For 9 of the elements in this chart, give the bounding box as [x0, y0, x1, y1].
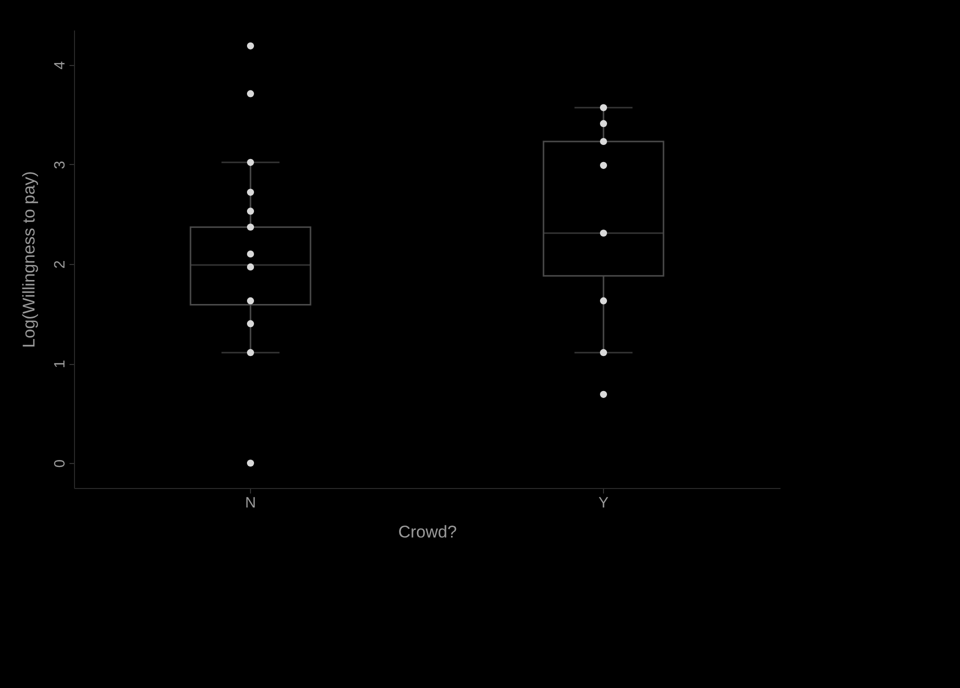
y-tick-label: 4 [52, 61, 68, 70]
y-tick-label: 1 [52, 360, 68, 368]
x-tick-label: Y [598, 494, 609, 512]
x-axis-title: Crowd? [398, 522, 457, 542]
y-tick-label: 3 [52, 160, 68, 170]
y-tick-label: 0 [52, 459, 68, 468]
y-tick-label: 2 [52, 260, 68, 269]
x-tick-label: N [245, 494, 256, 512]
y-axis-title: Log(Willingness to pay) [20, 171, 38, 348]
